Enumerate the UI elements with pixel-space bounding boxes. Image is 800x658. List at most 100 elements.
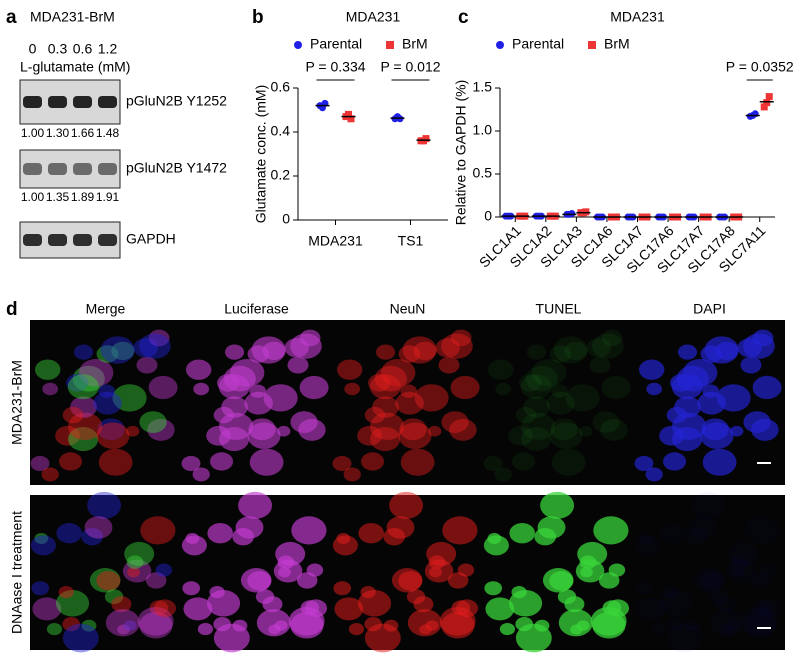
cell xyxy=(148,375,178,400)
cell xyxy=(485,597,515,621)
y-axis-label: Glutamate conc. (mM) xyxy=(253,85,269,223)
cell xyxy=(256,609,291,637)
cell xyxy=(140,516,176,545)
cell xyxy=(450,329,472,347)
cell xyxy=(93,391,122,415)
cell xyxy=(68,426,99,452)
y-tick-label: 1.0 xyxy=(473,122,493,138)
blot-band xyxy=(23,234,42,246)
cell xyxy=(565,384,600,412)
cell xyxy=(290,333,322,359)
cell xyxy=(147,418,175,441)
cell xyxy=(398,345,421,363)
cell xyxy=(413,596,434,613)
concentration: 0.3 xyxy=(48,41,68,57)
cell xyxy=(760,563,776,576)
cell xyxy=(635,581,653,595)
micrograph xyxy=(30,495,181,650)
data-point xyxy=(760,103,768,111)
legend-marker xyxy=(294,41,302,49)
cell xyxy=(332,455,352,472)
data-point xyxy=(347,115,355,123)
cell xyxy=(509,522,535,544)
chart-title: MDA231 xyxy=(346,9,401,25)
cell xyxy=(677,344,698,360)
cell xyxy=(483,455,503,472)
cell xyxy=(523,396,550,418)
cell xyxy=(442,516,478,545)
cell xyxy=(336,359,363,380)
cell xyxy=(758,599,780,617)
cell xyxy=(511,586,527,599)
cell xyxy=(291,516,327,545)
blot-quantity: 1.91 xyxy=(96,190,120,204)
blot-band xyxy=(73,234,92,246)
cell xyxy=(139,411,167,433)
row-label: DNAase I treatment xyxy=(9,511,25,634)
cell xyxy=(414,384,449,412)
cell xyxy=(428,425,442,437)
cell xyxy=(580,567,593,578)
cell xyxy=(499,623,516,636)
cell xyxy=(31,581,49,596)
cell xyxy=(398,422,432,449)
cell xyxy=(98,384,115,398)
cell xyxy=(105,609,140,637)
blot-band xyxy=(23,163,42,175)
cell xyxy=(375,344,396,360)
cell xyxy=(247,422,281,449)
cell xyxy=(515,623,552,653)
cell xyxy=(185,359,212,380)
cell xyxy=(30,455,50,472)
cell xyxy=(56,522,82,544)
cell xyxy=(182,581,200,596)
cell xyxy=(224,344,245,360)
cell xyxy=(148,329,170,347)
cell xyxy=(577,541,608,566)
cell xyxy=(520,412,556,441)
cell xyxy=(450,375,480,400)
concentration: 1.2 xyxy=(98,41,118,57)
cell xyxy=(238,491,273,519)
cell xyxy=(598,572,620,589)
cell xyxy=(32,597,62,621)
data-point xyxy=(582,208,590,216)
cell xyxy=(218,374,250,400)
cell xyxy=(62,617,81,632)
data-point xyxy=(765,93,773,101)
cell xyxy=(369,374,401,400)
row-label: MDA231-BrM xyxy=(9,360,25,445)
cell xyxy=(435,338,460,358)
cell xyxy=(81,528,104,546)
cell xyxy=(62,406,84,424)
cell xyxy=(663,452,687,471)
cell xyxy=(149,600,169,616)
cell xyxy=(549,571,574,591)
cell xyxy=(369,412,405,441)
cell xyxy=(290,411,318,433)
cell xyxy=(550,418,578,441)
data-point xyxy=(345,110,352,118)
cell xyxy=(645,467,663,482)
legend-label: Parental xyxy=(310,36,362,52)
cell xyxy=(361,452,385,471)
cell xyxy=(593,516,629,545)
cell xyxy=(209,586,225,599)
micrograph xyxy=(483,320,634,485)
cell xyxy=(111,596,132,613)
concentration: 0.6 xyxy=(73,41,93,57)
cell xyxy=(700,422,734,449)
legend-label: BrM xyxy=(604,36,630,52)
cell xyxy=(70,396,97,418)
cell xyxy=(483,535,509,556)
data-point xyxy=(568,210,576,218)
blot-band xyxy=(98,234,117,246)
cell xyxy=(181,455,201,472)
cell xyxy=(348,623,365,636)
blot-row-label: GAPDH xyxy=(126,231,176,247)
legend-marker xyxy=(386,41,394,49)
cell xyxy=(702,448,737,476)
cell xyxy=(606,599,630,618)
cell xyxy=(210,452,234,471)
